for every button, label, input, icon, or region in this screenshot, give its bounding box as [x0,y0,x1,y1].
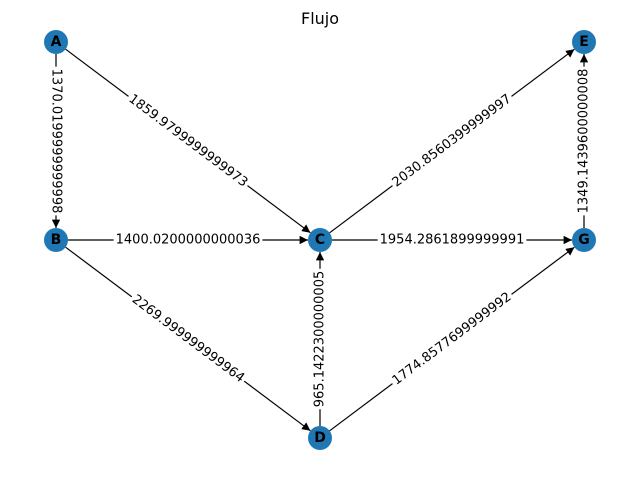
node-A: A [44,30,68,54]
edge-label-text: 1954.2861899999991 [380,233,525,248]
node-B: B [44,228,68,252]
node-label: C [315,232,325,248]
node-label: B [51,232,62,248]
node-label: A [51,34,62,50]
edge-label-A-B: 1370.0199999999998 [47,66,65,216]
edge-label-text: 1370.0199999999998 [49,69,64,214]
edge-label-text: 965.1422300000005 [313,271,328,407]
edge-label-A-C: 1859.9799999999973 [123,89,253,193]
edge-label-bg [387,287,517,391]
edge-label-text: 2269.999999999964 [129,292,247,386]
node-D: D [308,426,332,450]
edge-label-text: 1774.8577699999992 [390,290,515,389]
edge-label-text: 1349.1439600000008 [577,69,592,214]
node-label: E [579,34,589,50]
edge-label-D-C: 965.1422300000005 [311,268,329,410]
edge-label-text: 1400.0200000000036 [116,233,261,248]
edge-label-B-C: 1400.0200000000036 [113,231,263,249]
edge-label-B-D: 2269.999999999964 [126,290,250,388]
edge-label-bg [377,231,527,249]
node-E: E [572,30,596,54]
edge-label-bg [113,231,263,249]
edge-label-bg [126,290,250,388]
node-circle [572,228,596,252]
edge-label-C-G: 1954.2861899999991 [377,231,527,249]
edge-label-C-E: 2030.8560399999997 [387,89,517,193]
edge-label-bg [387,89,517,193]
node-label: G [578,232,590,248]
node-circle [44,30,68,54]
edge-label-text: 1859.9799999999973 [126,92,251,191]
edge-label-text: 2030.8560399999997 [390,92,515,191]
diagram-title: Flujo [301,9,339,28]
nodes-layer: A B C D E G [44,30,596,450]
edge-label-D-G: 1774.8577699999992 [387,287,517,391]
node-circle [44,228,68,252]
node-G: G [572,228,596,252]
node-C: C [308,228,332,252]
node-circle [308,426,332,450]
edge-label-bg [47,66,65,216]
node-circle [572,30,596,54]
edge-label-bg [575,66,593,216]
edge-label-G-E: 1349.1439600000008 [575,66,593,216]
edge-label-bg [123,89,253,193]
edge-label-bg [311,268,329,410]
node-circle [308,228,332,252]
node-label: D [314,430,326,446]
